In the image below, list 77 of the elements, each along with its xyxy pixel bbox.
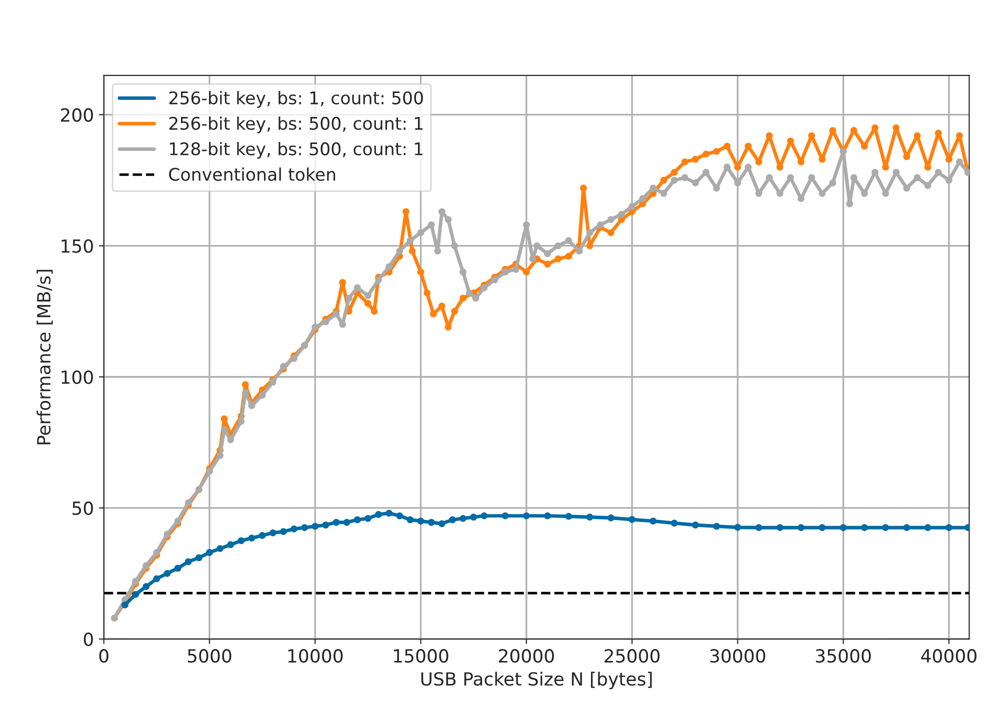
point <box>206 549 213 556</box>
legend-label: Conventional token <box>169 167 336 181</box>
point <box>544 512 551 520</box>
point <box>164 570 171 577</box>
x-tick-label: 25000 <box>604 649 660 663</box>
point <box>713 522 720 530</box>
point <box>280 528 287 536</box>
point <box>502 512 509 520</box>
point <box>122 601 128 608</box>
y-tick-label: 100 <box>62 370 93 384</box>
point <box>184 558 192 566</box>
point <box>438 520 446 528</box>
point <box>269 529 276 536</box>
point <box>428 518 435 526</box>
point <box>734 524 742 531</box>
x-tick-label: 15000 <box>394 649 448 663</box>
point <box>470 514 478 521</box>
point <box>776 524 784 532</box>
x-tick-label: 10000 <box>288 649 343 663</box>
point <box>840 524 847 532</box>
point <box>903 524 910 532</box>
point <box>480 512 488 520</box>
point <box>565 512 572 520</box>
point <box>132 590 140 598</box>
y-tick-label: 150 <box>62 239 93 253</box>
legend-label: 256-bit key, bs: 1, count: 500 <box>169 91 423 108</box>
point <box>670 520 678 527</box>
point <box>195 554 202 562</box>
point <box>460 514 466 522</box>
y-tick-label: 50 <box>72 501 93 516</box>
point <box>386 510 393 517</box>
point <box>924 524 932 532</box>
point <box>798 524 805 532</box>
x-tick-label: 5000 <box>188 649 232 663</box>
point <box>448 516 456 524</box>
point <box>238 537 245 544</box>
point <box>332 518 340 526</box>
y-tick-label: 0 <box>84 632 93 646</box>
point <box>396 512 404 520</box>
point <box>364 514 372 522</box>
point <box>650 518 657 525</box>
point <box>312 522 319 530</box>
point <box>153 575 160 582</box>
point <box>818 524 826 532</box>
point <box>945 524 952 532</box>
x-axis-title: USB Packet Size N [bytes] <box>421 672 652 690</box>
x-tick-label: 0 <box>99 649 108 663</box>
y-axis-title: Performance [MB/s] <box>36 270 53 444</box>
legend-label: 128-bit key, bs: 500, count: 1 <box>170 142 422 159</box>
point <box>343 518 350 526</box>
point <box>301 524 308 532</box>
point <box>755 524 762 532</box>
legend-label: 256-bit key, bs: 500, count: 1 <box>169 116 422 134</box>
y-tick-label: 200 <box>60 108 93 122</box>
point <box>322 522 330 528</box>
point <box>628 516 636 523</box>
point <box>607 514 614 522</box>
point <box>174 564 182 572</box>
point <box>290 525 298 532</box>
x-tick-label: 30000 <box>710 649 766 663</box>
point <box>406 516 414 524</box>
point <box>142 583 150 590</box>
point <box>586 514 594 521</box>
point <box>860 524 868 532</box>
x-tick-label: 40000 <box>921 649 976 663</box>
point <box>258 532 266 539</box>
point <box>692 522 699 528</box>
point <box>227 541 234 548</box>
point <box>375 511 382 518</box>
point <box>417 518 424 525</box>
point <box>522 512 530 520</box>
point <box>354 516 361 524</box>
x-tick-label: 20000 <box>498 649 554 663</box>
x-tick-label: 35000 <box>816 649 871 663</box>
point <box>216 545 224 552</box>
point <box>248 534 256 542</box>
point <box>882 524 890 532</box>
